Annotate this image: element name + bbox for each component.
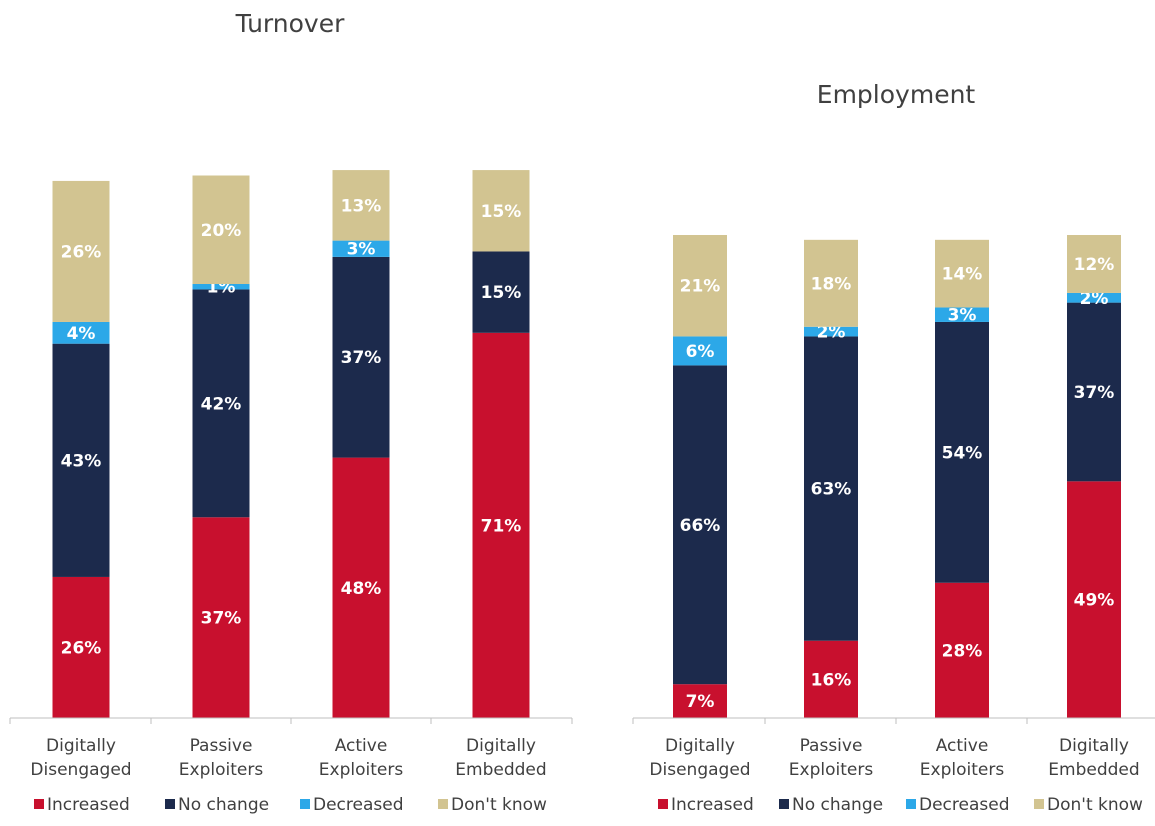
turnover-data-label: 20% [201, 221, 242, 241]
employment-data-label: 16% [811, 670, 852, 690]
turnover-data-label: 26% [61, 638, 102, 658]
turnover-data-label: 15% [481, 202, 522, 222]
employment-data-label: 6% [686, 342, 715, 362]
employment-legend-swatch-increased [658, 799, 668, 809]
employment-data-label: 28% [942, 641, 983, 661]
turnover-legend-label-increased: Increased [47, 795, 130, 815]
employment-bar-digitally-embedded-decreased [1067, 292, 1121, 303]
employment-category-label: Active Exploiters [920, 736, 1005, 780]
turnover-legend-label-don-t-know: Don't know [451, 795, 547, 815]
turnover-legend-label-no-change: No change [178, 795, 269, 815]
employment-bar-digitally-disengaged-no-change [673, 365, 727, 685]
employment-legend-swatch-no-change [779, 799, 789, 809]
turnover-bar-passive-exploiters-no-change [192, 289, 250, 518]
employment-data-label: 2% [1080, 289, 1109, 309]
turnover-data-label: 4% [67, 324, 96, 344]
employment-legend-swatch-don-t-know [1034, 799, 1044, 809]
turnover-chart: Turnover 26% 43% 4% 26% Digitally Disengaged 37… [9, 9, 573, 815]
turnover-legend-swatch-no-change [165, 799, 175, 809]
employment-data-label: 3% [948, 306, 977, 326]
turnover-bar-digitally-disengaged-decreased [52, 321, 110, 344]
turnover-data-label: 37% [201, 609, 242, 629]
turnover-category-label: Digitally Disengaged [30, 736, 131, 780]
employment-data-label: 12% [1074, 255, 1115, 275]
employment-data-label: 63% [811, 480, 852, 500]
employment-chart-title: Employment [817, 80, 976, 109]
employment-legend-label-increased: Increased [671, 795, 754, 815]
turnover-bar-active-exploiters-don-t-know [332, 170, 390, 241]
turnover-data-label: 15% [481, 283, 522, 303]
turnover-category-label: Active Exploiters [319, 736, 404, 780]
turnover-legend-label-decreased: Decreased [313, 795, 404, 815]
turnover-bar-digitally-disengaged-no-change [52, 343, 110, 577]
employment-legend-label-don-t-know: Don't know [1047, 795, 1143, 815]
employment-bar-digitally-disengaged-increased [673, 684, 727, 718]
turnover-bar-digitally-embedded-no-change [472, 251, 530, 333]
employment-bar-active-exploiters-no-change [935, 321, 989, 583]
turnover-bar-passive-exploiters-increased [192, 517, 250, 718]
employment-bar-active-exploiters-decreased [935, 307, 989, 322]
turnover-data-label: 13% [341, 196, 382, 216]
employment-data-label: 14% [942, 265, 983, 285]
employment-data-label: 66% [680, 516, 721, 536]
employment-data-label: 21% [680, 277, 721, 297]
employment-bar-digitally-embedded-increased [1067, 481, 1121, 718]
employment-legend-swatch-decreased [906, 799, 916, 809]
turnover-legend-swatch-decreased [300, 799, 310, 809]
turnover-bar-digitally-embedded-don-t-know [472, 170, 530, 252]
turnover-bar-digitally-embedded-increased [472, 332, 530, 718]
turnover-data-label: 26% [61, 242, 102, 262]
turnover-data-label: 43% [61, 451, 102, 471]
employment-data-label: 2% [817, 323, 846, 343]
turnover-data-label: 42% [201, 394, 242, 414]
employment-bar-digitally-embedded-don-t-know [1067, 235, 1121, 293]
employment-category-label: Digitally Embedded [1048, 736, 1139, 780]
employment-data-label: 18% [811, 274, 852, 294]
employment-data-label: 7% [686, 692, 715, 712]
employment-bar-digitally-embedded-no-change [1067, 302, 1121, 482]
employment-legend-label-no-change: No change [792, 795, 883, 815]
turnover-legend-swatch-increased [34, 799, 44, 809]
employment-data-label: 49% [1074, 591, 1115, 611]
turnover-category-label: Digitally Embedded [455, 736, 546, 780]
employment-bar-passive-exploiters-don-t-know [804, 239, 858, 327]
turnover-data-label: 37% [341, 348, 382, 368]
turnover-bar-passive-exploiters-decreased [192, 284, 250, 290]
employment-category-label: Digitally Disengaged [649, 736, 750, 780]
employment-bar-passive-exploiters-no-change [804, 336, 858, 641]
turnover-bar-digitally-disengaged-increased [52, 576, 110, 718]
employment-bar-passive-exploiters-increased [804, 640, 858, 718]
employment-bar-passive-exploiters-decreased [804, 326, 858, 337]
employment-chart: Employment 7% 66% 6% 21% Digitally Disengaged 1… [632, 80, 1155, 815]
employment-bar-active-exploiters-don-t-know [935, 239, 989, 308]
turnover-category-label: Passive Exploiters [179, 736, 264, 780]
employment-bar-digitally-disengaged-don-t-know [673, 235, 727, 337]
employment-bar-active-exploiters-increased [935, 582, 989, 718]
turnover-legend-swatch-don-t-know [438, 799, 448, 809]
turnover-bar-active-exploiters-decreased [332, 240, 390, 257]
employment-legend-label-decreased: Decreased [919, 795, 1010, 815]
turnover-bar-active-exploiters-increased [332, 457, 390, 718]
employment-category-label: Passive Exploiters [789, 736, 874, 780]
employment-data-label: 37% [1074, 383, 1115, 403]
turnover-data-label: 71% [481, 516, 522, 536]
employment-bar-digitally-disengaged-decreased [673, 336, 727, 366]
turnover-bar-digitally-disengaged-don-t-know [52, 180, 110, 322]
turnover-bar-active-exploiters-no-change [332, 256, 390, 458]
turnover-bar-passive-exploiters-don-t-know [192, 175, 250, 284]
turnover-chart-title: Turnover [235, 9, 345, 38]
turnover-data-label: 48% [341, 579, 382, 599]
turnover-data-label: 3% [347, 240, 376, 260]
employment-data-label: 54% [942, 443, 983, 463]
